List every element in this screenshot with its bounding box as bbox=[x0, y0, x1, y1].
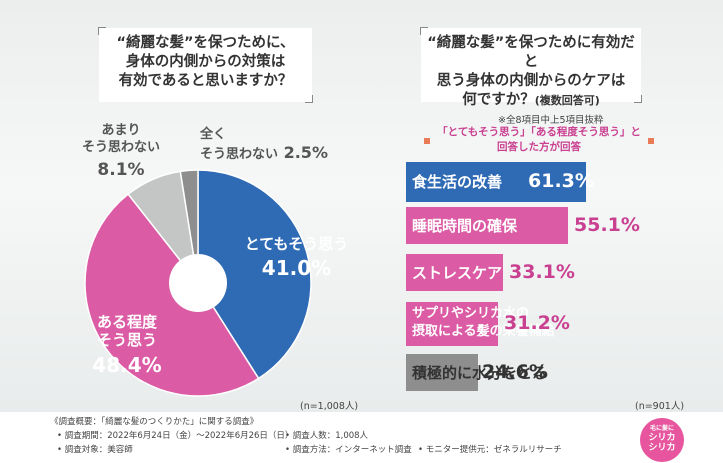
corner-mark-icon bbox=[634, 95, 642, 103]
bar-5 bbox=[406, 354, 478, 391]
sample-size-right: (n=901人) bbox=[635, 401, 685, 412]
footer: 《調査概要：「綺麗な髪のつくりかた」に関する調査》 • 調査期間：2022年6月… bbox=[0, 412, 723, 463]
sample-size-left: (n=1,008人) bbox=[300, 401, 359, 412]
pie-center-hole bbox=[169, 254, 227, 312]
legend-marker-icon bbox=[424, 138, 430, 144]
pie-label-notatall-text2: そう思わない bbox=[200, 147, 279, 162]
bar-label-5: 積極的に水分をとる bbox=[412, 363, 548, 382]
bar-label-1: 食生活の改善 bbox=[412, 173, 503, 191]
pie-label-very-text: とてもそう思う bbox=[244, 235, 349, 253]
pie-label-notmuch-value: 8.1% bbox=[97, 160, 145, 180]
bar-value-3: 33.1% bbox=[509, 260, 575, 283]
corner-mark-icon bbox=[420, 27, 428, 35]
corner-mark-icon bbox=[305, 95, 313, 103]
pie-label-very: とてもそう思う 41.0% bbox=[224, 233, 369, 280]
logo-line1: 毛に髪に bbox=[649, 425, 674, 432]
bar-value-4: 31.2% bbox=[504, 312, 570, 334]
left-question-line3: 有効であると思いますか？ bbox=[118, 73, 293, 89]
legend-marker-icon bbox=[648, 138, 654, 144]
bar-4 bbox=[406, 302, 498, 346]
items-note: ※全8項目中上5項目抜粋 bbox=[498, 115, 604, 126]
pie-label-notatall-text1: 全く bbox=[200, 127, 227, 142]
legend-line1: 「とてもそう思う」「ある程度そう思う」と bbox=[437, 126, 641, 138]
right-question-line3-sub: (複数回答可) bbox=[534, 94, 600, 107]
pie-label-some-text1: ある程度 bbox=[96, 313, 157, 331]
footer-survey-target: • 調査対象：美容師 bbox=[57, 445, 133, 455]
logo-line2: シリカ bbox=[648, 433, 676, 443]
pie-label-some-value: 48.4% bbox=[92, 353, 162, 377]
right-question-line3: 何ですか？(複数回答可) bbox=[421, 91, 641, 110]
logo-line3: シリカ bbox=[648, 443, 676, 453]
bar-label-2: 睡眠時間の確保 bbox=[412, 216, 518, 235]
left-question-box: “綺麗な髪”を保つために、 身体の内側からの対策は 有効であると思いますか？ bbox=[98, 27, 313, 103]
bar-3 bbox=[406, 254, 503, 291]
pie-label-some-text2: そう思う bbox=[96, 331, 157, 349]
pie-label-notmuch-text2: そう思わない bbox=[81, 140, 160, 155]
brand-logo: 毛に髪に シリカ シリカ bbox=[640, 418, 684, 462]
right-question-box: “綺麗な髪”を保つために有効だと 思う身体の内側からのケアは 何ですか？(複数回… bbox=[420, 27, 642, 108]
survey-card: “綺麗な髪”を保つために、 身体の内側からの対策は 有効であると思いますか？ “… bbox=[0, 0, 723, 412]
pie-chart bbox=[84, 169, 312, 397]
footer-survey-method: • 調査方法：インターネット調査 bbox=[285, 445, 412, 455]
bar-value-2: 55.1% bbox=[574, 213, 640, 236]
bar-1 bbox=[406, 162, 586, 202]
pie-label-notatall-value: 2.5% bbox=[283, 143, 328, 162]
bar-value-1: 61.3% bbox=[528, 170, 594, 192]
footer-survey-title: 《調査概要：「綺麗な髪のつくりかた」に関する調査》 bbox=[50, 417, 259, 427]
legend-line2: 回答した方が回答 bbox=[497, 141, 581, 153]
left-question-line1: “綺麗な髪”を保つために、 bbox=[116, 35, 295, 51]
bar-label-4: サプリやシリカ水の 摂取による髪の栄養補給 bbox=[412, 306, 555, 339]
bar-value-5: 24.6% bbox=[482, 360, 548, 383]
bar-2 bbox=[406, 207, 568, 244]
footer-survey-period: • 調査期間：2022年6月24日（金）〜2022年6月26日（日） bbox=[57, 431, 294, 441]
right-question-line1: “綺麗な髪”を保つために有効だと bbox=[427, 35, 635, 70]
bar-label-3: ストレスケア bbox=[412, 263, 503, 282]
right-question-line2: 思う身体の内側からのケアは bbox=[436, 73, 626, 89]
footer-monitor-provider: • モニター提供元：ゼネラルリサーチ bbox=[418, 445, 562, 455]
pie-label-very-value: 41.0% bbox=[261, 256, 332, 280]
pie-label-some: ある程度 そう思う 48.4% bbox=[72, 313, 182, 377]
footer-survey-count: • 調査人数：1,008人 bbox=[285, 431, 369, 441]
pie-label-notatall: 全く そう思わない 2.5% bbox=[200, 126, 340, 162]
left-question-line2: 身体の内側からの対策は bbox=[125, 54, 286, 70]
pie-label-notmuch: あまり そう思わない 8.1% bbox=[66, 122, 176, 180]
legend: 「とてもそう思う」「ある程度そう思う」と 回答した方が回答 bbox=[424, 125, 654, 155]
corner-mark-icon bbox=[98, 27, 106, 35]
right-question-line3-main: 何ですか？ bbox=[462, 92, 535, 108]
pie-label-notmuch-text1: あまり bbox=[101, 123, 141, 138]
